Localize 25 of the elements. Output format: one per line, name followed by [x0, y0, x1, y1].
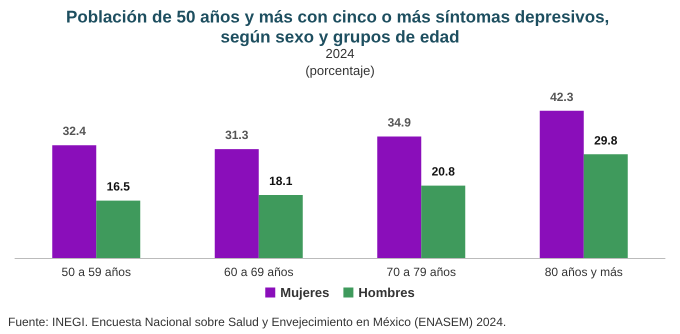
legend-label: Hombres — [358, 285, 415, 300]
chart-title: Población de 50 años y más con cinco o más síntomas depresivos, según sexo y grupos de edad — [66, 8, 614, 46]
data-label: 16.5 — [106, 180, 130, 194]
bar — [584, 154, 628, 258]
data-label: 20.8 — [432, 164, 456, 179]
data-label: 42.3 — [550, 90, 574, 104]
bar — [52, 145, 96, 258]
legend-label: Mujeres — [280, 285, 330, 300]
bar — [421, 186, 466, 258]
bar — [377, 136, 422, 258]
x-tick-label: 50 a 59 años — [62, 265, 131, 279]
source-note: Fuente: INEGI. Encuesta Nacional sobre Salud y Envejecimiento en México (ENASEM) 2024. — [8, 315, 506, 329]
chart-subtitle: 2024 (porcentaje) — [305, 46, 375, 78]
bar — [214, 149, 259, 258]
data-label: 32.4 — [62, 124, 86, 138]
bar — [96, 200, 140, 258]
x-tick-label: 70 a 79 años — [386, 265, 456, 279]
bar — [258, 195, 303, 258]
data-label: 34.9 — [388, 116, 412, 130]
x-tick-label: 80 años y más — [544, 265, 623, 279]
data-label: 29.8 — [594, 133, 618, 148]
x-tick-label: 60 a 69 años — [224, 265, 294, 279]
data-label: 18.1 — [269, 174, 293, 188]
bar — [540, 110, 584, 258]
data-label: 31.3 — [225, 128, 249, 142]
